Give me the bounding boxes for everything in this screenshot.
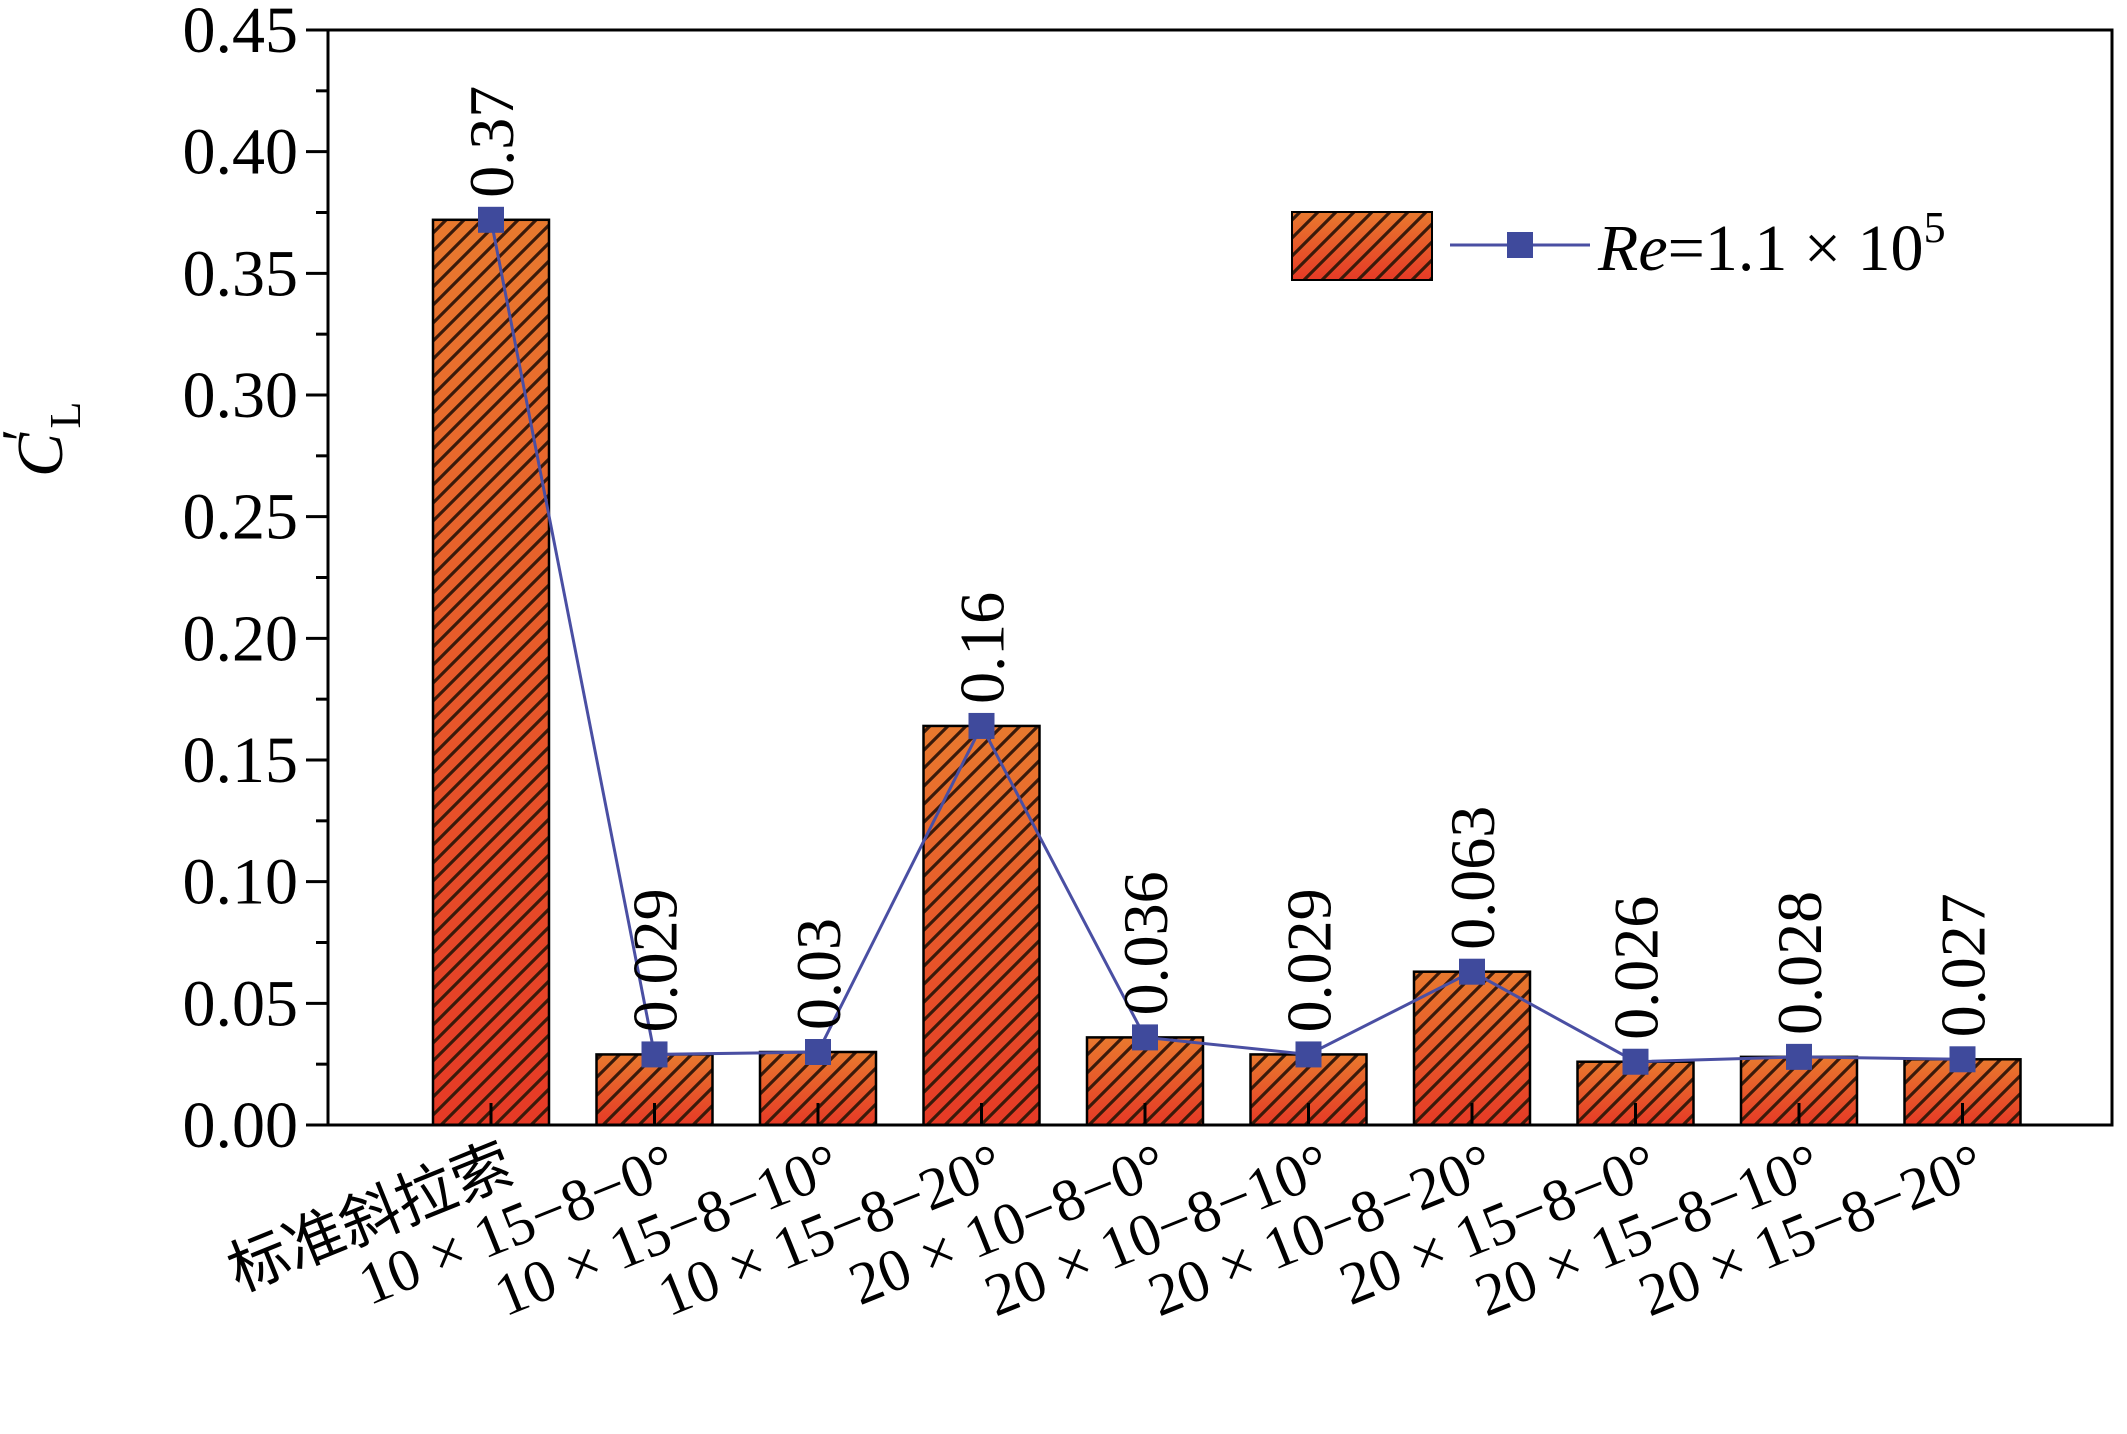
bar-hatch (922, 724, 1041, 1127)
y-axis-label-prime: ′ (0, 429, 53, 441)
y-axis-label: C ′ L (0, 402, 90, 477)
series-marker (1459, 958, 1485, 985)
y-tick-label: 0.30 (183, 359, 299, 432)
series-marker (478, 206, 504, 233)
data-label: 0.063 (1437, 806, 1508, 950)
data-label: 0.37 (456, 86, 527, 198)
legend-label-italic: Re (1597, 212, 1668, 285)
series-marker (641, 1041, 668, 1068)
y-tick-label: 0.05 (183, 967, 299, 1040)
legend-label-rest: =1.1 × 10 (1668, 212, 1924, 285)
y-axis-label-sub: L (41, 402, 90, 429)
y-tick-label: 0.45 (183, 0, 299, 67)
y-axis-label-main: C (4, 432, 77, 477)
y-axis: 0.00 0.05 0.10 0.15 0.20 0.25 0.30 0.35 0.40 0.45 (183, 0, 328, 1162)
bars-group (431, 218, 2022, 1127)
data-label: 0.026 (1601, 896, 1672, 1040)
y-tick-label: 0.40 (183, 116, 299, 189)
bar-hatch (1412, 970, 1532, 1127)
y-tick-label: 0.35 (183, 237, 299, 310)
legend-label-sup: 5 (1924, 203, 1946, 252)
plot-area: 0.37 0.029 0.03 0.16 0.036 0.029 0.063 0.026 0.0… (183, 0, 2114, 1329)
series-line (489, 219, 1963, 1064)
legend-bar-hatch (1291, 211, 1433, 281)
data-label: 0.16 (947, 592, 1018, 704)
data-labels-group: 0.37 0.029 0.03 0.16 0.036 0.029 0.063 0.026 0.0… (456, 86, 1999, 1040)
data-label: 0.03 (783, 918, 854, 1030)
data-label: 0.036 (1110, 871, 1181, 1015)
y-tick-label: 0.20 (183, 602, 299, 675)
series-marker (805, 1039, 831, 1065)
data-label: 0.029 (620, 888, 691, 1032)
series-marker (1132, 1024, 1158, 1051)
legend-label: Re=1.1 × 105 (1597, 203, 1946, 285)
series-marker (1949, 1046, 1976, 1073)
legend-marker-swatch (1507, 232, 1533, 258)
y-tick-label: 0.00 (183, 1089, 299, 1162)
data-label: 0.028 (1764, 891, 1835, 1035)
plot-frame (326, 28, 2114, 1127)
series-marker (968, 712, 995, 739)
data-label: 0.027 (1928, 893, 1999, 1037)
series-marker (1786, 1043, 1812, 1070)
data-label: 0.029 (1274, 888, 1345, 1032)
legend: Re=1.1 × 105 (1291, 203, 1946, 285)
y-tick-label: 0.15 (183, 724, 299, 797)
series-marker (1622, 1048, 1649, 1075)
bar-hatch (431, 218, 551, 1127)
y-tick-label: 0.25 (183, 481, 299, 554)
y-tick-label: 0.10 (183, 846, 299, 919)
series-line-group (478, 206, 1976, 1075)
series-marker (1295, 1041, 1322, 1068)
